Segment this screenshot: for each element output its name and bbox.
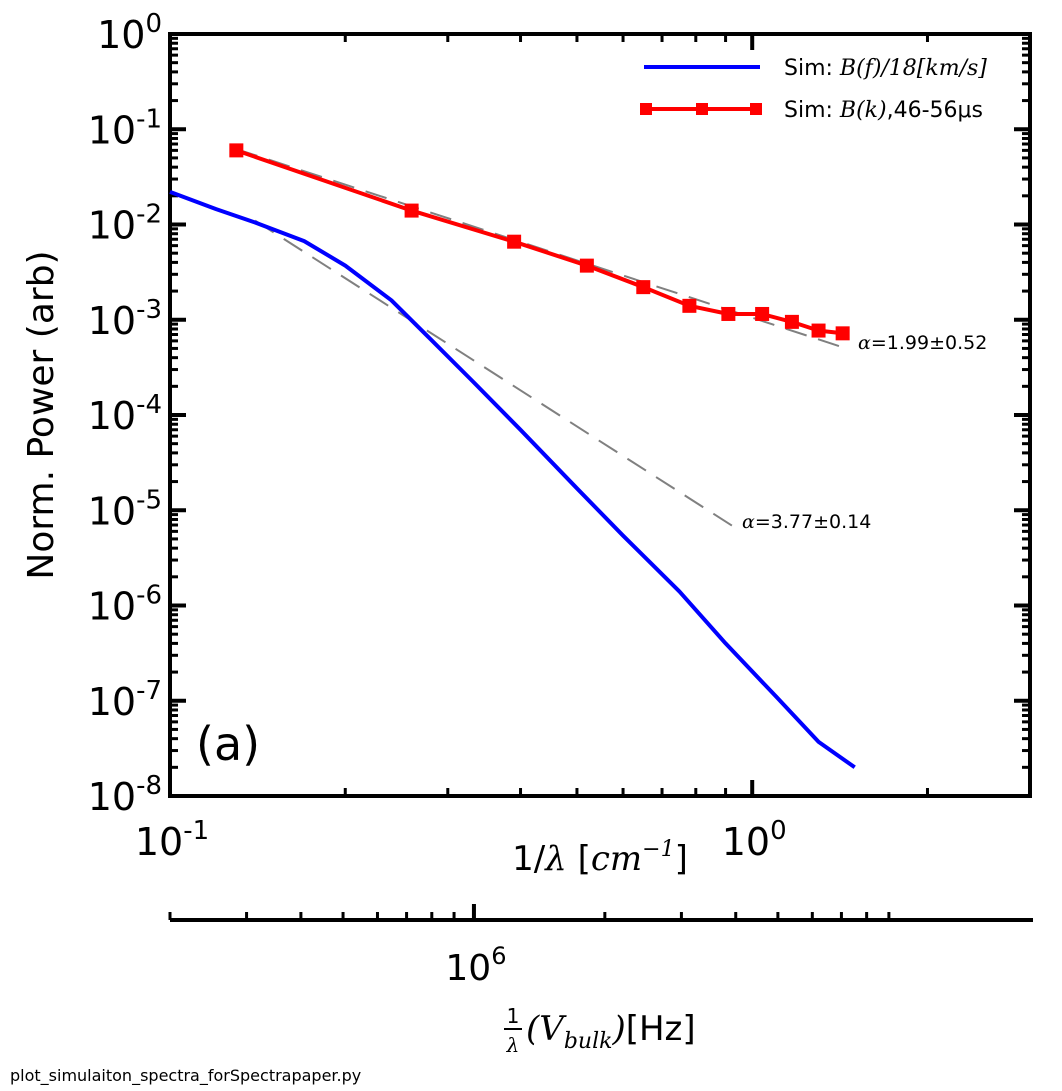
secondary-label-numerator: 1: [507, 1004, 520, 1028]
x-label-exponent: −1: [642, 837, 674, 862]
y-tick-base: 10: [88, 775, 136, 819]
equals-sign: =: [755, 511, 771, 533]
data-point-marker: [636, 280, 651, 295]
y-tick-base: 10: [97, 13, 145, 57]
alpha-symbol: α: [858, 332, 871, 354]
x-label-lambda: λ: [543, 839, 567, 879]
script-filename: plot_simulaiton_spectra_forSpectrapaper.…: [10, 1066, 361, 1086]
y-tick-label: 10-6: [88, 581, 162, 629]
secondary-label-unit: [Hz]: [626, 1009, 696, 1049]
y-tick-base: 10: [88, 585, 136, 629]
plus-minus: ±: [929, 332, 945, 354]
x-axis-label: 1/λ [cm−1]: [512, 837, 688, 879]
data-point-marker: [835, 326, 850, 341]
x-label-prefix: 1/: [512, 839, 546, 879]
y-tick-exponent: -8: [136, 771, 162, 801]
secondary-tick-label: 106: [445, 942, 506, 989]
y-tick-label: 10-1: [88, 104, 162, 152]
secondary-tick-exponent: 6: [491, 942, 506, 970]
fit-annotation: α=3.77±0.14: [742, 511, 871, 533]
data-point-marker: [229, 143, 244, 158]
y-tick-label: 10-3: [88, 295, 162, 343]
alpha-value: 3.77: [771, 511, 813, 533]
data-point-marker: [755, 306, 770, 321]
y-tick-base: 10: [88, 680, 136, 724]
y-tick-exponent: -1: [136, 104, 162, 134]
secondary-tick-base: 10: [445, 948, 491, 989]
x-tick-base: 10: [135, 820, 183, 864]
series-line: [169, 190, 856, 769]
y-tick-label: 10-7: [88, 676, 162, 724]
fit-line: [254, 219, 735, 528]
y-axis-label: Norm. Power (arb): [21, 250, 62, 579]
data-point-marker: [682, 298, 697, 313]
secondary-axis-label: (Vbulk)[Hz]: [526, 1009, 696, 1054]
y-tick-label: 100: [97, 9, 162, 57]
data-point-marker: [721, 306, 736, 321]
x-tick-label: 10-1: [135, 816, 209, 864]
x-label-unit: cm: [591, 839, 642, 879]
y-tick-exponent: -3: [136, 295, 162, 325]
y-tick-label: 10-2: [88, 200, 162, 248]
secondary-label-V: V: [539, 1009, 567, 1049]
data-point-marker: [811, 323, 826, 338]
legend-math: B(f)/18[km/s]: [839, 56, 987, 81]
legend-entry: Sim: B(f)/18[km/s]: [784, 56, 987, 81]
y-tick-exponent: 0: [145, 9, 162, 39]
legend-marker: [640, 103, 652, 115]
fit-annotation: α=1.99±0.52: [858, 332, 987, 354]
series-line: [235, 148, 843, 336]
legend-marker: [696, 103, 708, 115]
y-tick-exponent: -4: [136, 390, 162, 420]
legend-math: B(k): [839, 98, 887, 123]
x-tick-label: 100: [722, 816, 787, 864]
legend-marker: [750, 103, 762, 115]
y-tick-base: 10: [88, 299, 136, 343]
data-point-marker: [507, 234, 522, 249]
x-tick-exponent: -1: [183, 816, 209, 846]
y-tick-base: 10: [88, 394, 136, 438]
secondary-label-close: ): [611, 1009, 625, 1049]
alpha-error: 0.52: [945, 332, 987, 354]
y-tick-exponent: -7: [136, 676, 162, 706]
y-tick-base: 10: [88, 489, 136, 533]
data-point-marker: [404, 203, 419, 218]
secondary-label-subscript: bulk: [564, 1029, 613, 1054]
panel-label: (a): [196, 717, 260, 771]
y-tick-label: 10-5: [88, 485, 162, 533]
secondary-label-denominator: λ: [506, 1033, 520, 1057]
y-tick-exponent: -6: [136, 581, 162, 611]
x-tick-base: 10: [722, 820, 770, 864]
alpha-value: 1.99: [887, 332, 929, 354]
alpha-symbol: α: [742, 511, 755, 533]
plot-frame: [168, 32, 1032, 798]
alpha-error: 0.14: [829, 511, 871, 533]
plus-minus: ±: [813, 511, 829, 533]
secondary-label-open: (: [526, 1009, 540, 1049]
y-tick-exponent: -5: [136, 485, 162, 515]
x-tick-exponent: 0: [770, 816, 787, 846]
data-point-marker: [784, 314, 799, 329]
legend-entry: Sim: B(k),46-56μs: [784, 98, 983, 123]
data-point-marker: [579, 258, 594, 273]
y-tick-label: 10-4: [88, 390, 162, 438]
y-tick-base: 10: [88, 204, 136, 248]
legend-prefix: Sim:: [784, 98, 840, 123]
x-label-close: ]: [675, 839, 688, 879]
legend-prefix: Sim:: [784, 56, 840, 81]
x-label-open: [: [567, 839, 591, 879]
equals-sign: =: [871, 332, 887, 354]
legend-suffix: ,46-56μs: [887, 98, 983, 123]
y-tick-label: 10-8: [88, 771, 162, 819]
y-tick-exponent: -2: [136, 200, 162, 230]
y-tick-base: 10: [88, 108, 136, 152]
